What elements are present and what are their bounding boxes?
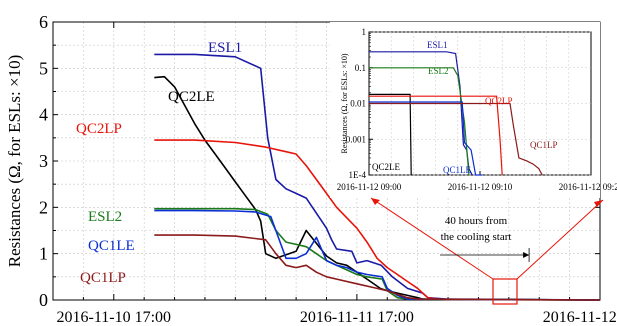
y-tick-label: 1 (39, 244, 48, 264)
zoom-pointer-arrow-left (371, 198, 380, 205)
y-axis-label: Resistances (Ω, for ESLs: ×10) (5, 55, 24, 268)
y-tick-label: 5 (39, 58, 48, 78)
y-tick-label: 4 (39, 105, 48, 125)
inset-series-label-qc1lp: QC1LP (530, 140, 558, 150)
series-line-qc2le (154, 75, 601, 301)
inset-y-axis-label: Resistances (Ω, for ESLs: ×10) (340, 53, 349, 153)
inset-series-line-qc2lp (369, 95, 503, 176)
annotation-text: 40 hours from the cooling start (441, 215, 512, 243)
inset-series-label-esl1: ESL1 (427, 40, 448, 50)
zoom-pointer-line-left (370, 197, 494, 280)
series-label-qc1le: QC1LE (88, 238, 135, 254)
inset-y-tick-label: 1 (362, 27, 367, 37)
series-line-qc1lp (154, 234, 601, 301)
inset-x-tick-label: 2016-11-12 09:20 (559, 182, 617, 192)
inset-series-line-qc1lp (369, 102, 543, 176)
inset-series-line-qc1le (369, 101, 483, 176)
y-tick-label: 3 (39, 151, 48, 171)
series-line-qc1le (154, 209, 601, 301)
y-tick-label: 0 (39, 290, 48, 310)
series-label-qc2lp: QC2LP (76, 121, 122, 137)
inset-y-tick-label: 0.1 (355, 63, 366, 73)
y-tick-label: 6 (39, 12, 48, 32)
zoom-pointer-arrow-right (594, 200, 603, 207)
inset-series-label-qc1le: QC1LE (443, 165, 472, 175)
series-line-qc2lp (154, 139, 601, 301)
y-tick-label: 2 (39, 197, 48, 217)
inset-y-tick-label: 0.01 (350, 99, 366, 109)
x-tick-label: 2016-11-12 17:00 (543, 309, 617, 326)
series-label-esl2: ESL2 (88, 209, 122, 225)
zoom-region-box (492, 278, 518, 305)
annotation-arrowhead (523, 252, 530, 258)
series-label-qc1lp: QC1LP (80, 270, 126, 286)
inset-y-tick-label: 1E-4 (349, 170, 367, 180)
inset-x-tick-label: 2016-11-12 09:00 (337, 182, 402, 192)
inset-series-line-esl2 (369, 67, 470, 176)
series-line-esl1 (154, 53, 601, 301)
inset-x-tick-label: 2016-11-12 09:10 (448, 182, 513, 192)
zoom-pointer-line-right (516, 199, 604, 280)
x-tick-label: 2016-11-10 17:00 (57, 309, 172, 326)
series-line-esl2 (154, 207, 601, 301)
x-tick-label: 2016-11-11 17:00 (300, 309, 414, 326)
inset-series-label-qc2le: QC2LE (372, 162, 401, 172)
inset-series-label-esl2: ESL2 (428, 66, 449, 76)
inset-series-label-qc2lp: QC2LP (485, 96, 513, 106)
inset-y-tick-label: 0.001 (346, 134, 366, 144)
inset-series-line-qc2le (369, 93, 412, 176)
series-label-qc2le: QC2LE (168, 89, 215, 105)
series-label-esl1: ESL1 (208, 40, 242, 56)
